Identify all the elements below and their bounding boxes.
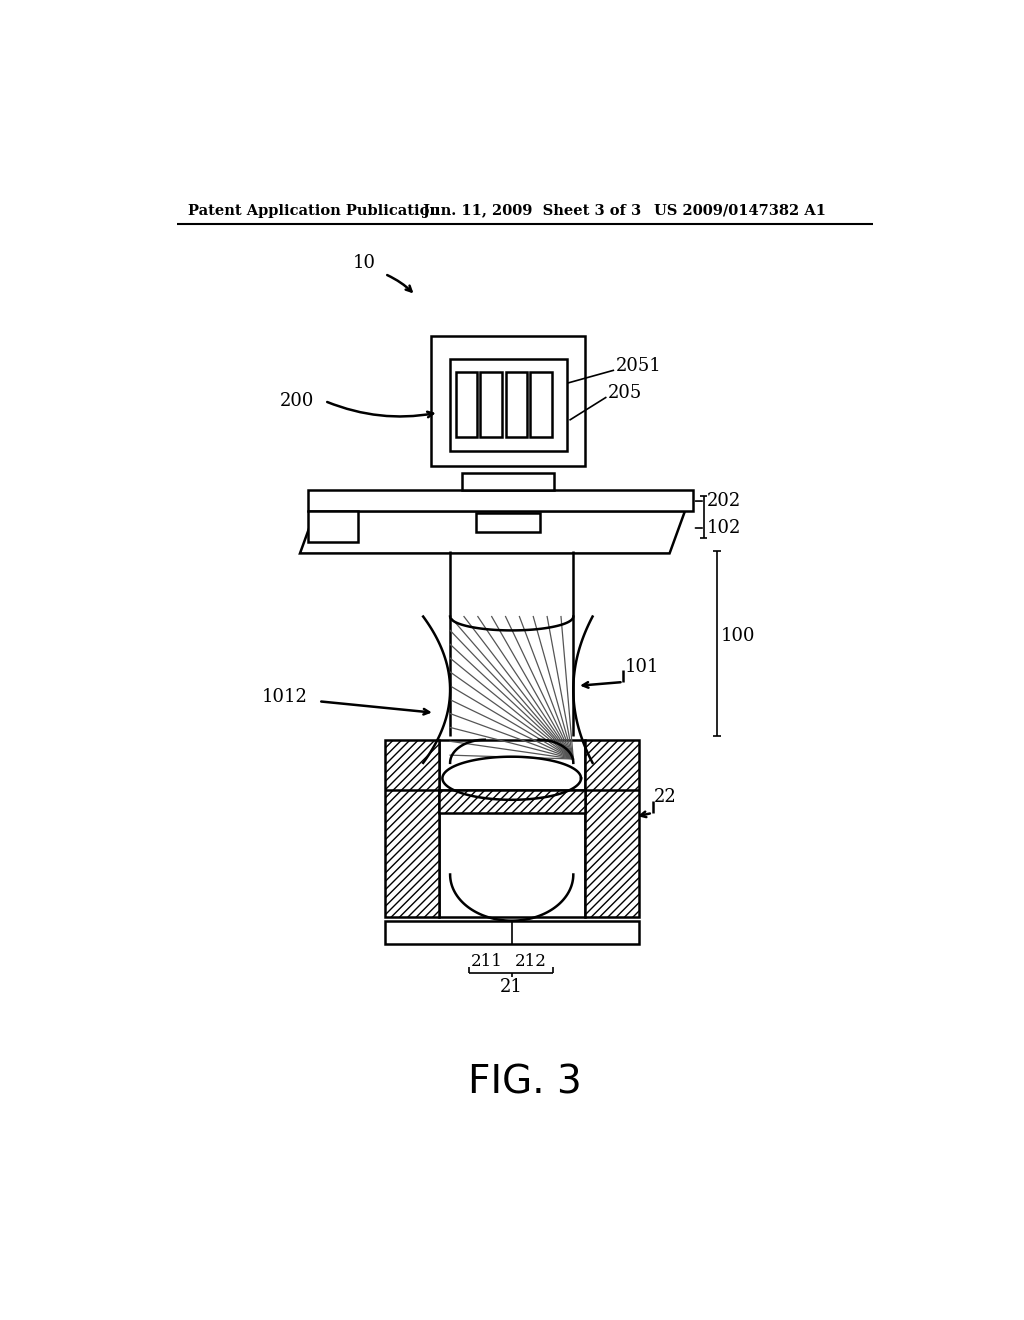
Text: 22: 22 [654, 788, 677, 807]
Text: 101: 101 [625, 657, 659, 676]
Text: 21: 21 [501, 978, 523, 997]
Text: 102: 102 [707, 519, 741, 537]
Bar [385, 739, 438, 917]
Bar [480, 372, 502, 437]
Bar [530, 372, 552, 437]
Bar [385, 921, 639, 944]
Text: 211: 211 [470, 953, 502, 970]
Bar [475, 512, 541, 532]
Bar [307, 511, 357, 543]
Bar [438, 739, 585, 917]
Bar [451, 359, 567, 451]
Bar [307, 490, 692, 511]
Text: 1012: 1012 [262, 689, 307, 706]
Text: Patent Application Publication: Patent Application Publication [188, 203, 440, 218]
Text: 100: 100 [721, 627, 756, 644]
Text: 200: 200 [280, 392, 313, 411]
Text: 205: 205 [608, 384, 642, 403]
Bar [462, 473, 554, 490]
Bar [438, 789, 585, 813]
Bar [431, 335, 585, 466]
Text: 10: 10 [352, 255, 376, 272]
Bar [506, 372, 527, 437]
Polygon shape [300, 511, 685, 553]
Bar [456, 372, 477, 437]
Text: 2051: 2051 [615, 358, 662, 375]
Text: Jun. 11, 2009  Sheet 3 of 3: Jun. 11, 2009 Sheet 3 of 3 [423, 203, 641, 218]
Text: FIG. 3: FIG. 3 [468, 1064, 582, 1101]
Text: US 2009/0147382 A1: US 2009/0147382 A1 [654, 203, 826, 218]
Text: 212: 212 [515, 953, 547, 970]
Bar [585, 739, 639, 917]
Text: 202: 202 [707, 492, 740, 510]
